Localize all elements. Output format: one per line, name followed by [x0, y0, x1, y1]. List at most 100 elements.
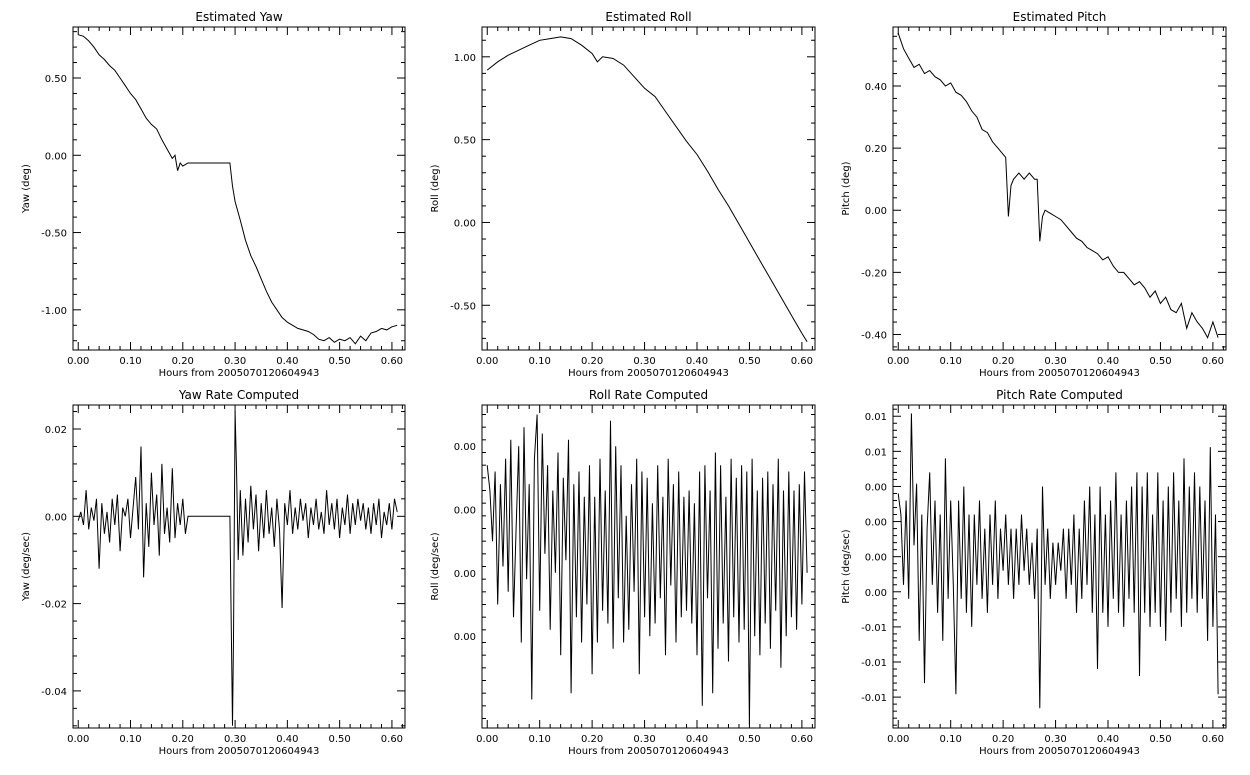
y-tick-label: 0.00: [454, 632, 476, 643]
chart-title: Yaw Rate Computed: [178, 388, 299, 402]
x-tick-label: 0.00: [67, 356, 89, 367]
plot-frame: [892, 26, 1227, 351]
y-tick-label: -0.04: [41, 687, 67, 698]
y-tick-label: 0.00: [865, 482, 887, 493]
chart-panel-6: Pitch Rate Computed 0.00 0.10 0.20 0.30 0.40 0…: [841, 388, 1227, 757]
y-tick-label: -0.01: [861, 658, 887, 669]
y-tick-label: 0.00: [865, 588, 887, 599]
x-axis-label: Hours from 2005070120604943: [159, 368, 320, 379]
y-tick-label: 0.00: [45, 151, 67, 162]
x-tick-label: 0.20: [992, 356, 1014, 367]
x-tick-label: 0.00: [887, 734, 909, 745]
series-line: [78, 34, 398, 345]
x-tick-label: 0.40: [1097, 734, 1119, 745]
plot-frame: [72, 26, 406, 351]
x-tick-label: 0.10: [529, 734, 551, 745]
x-tick-label: 0.40: [686, 356, 708, 367]
y-tick-label: 0.50: [454, 136, 476, 147]
y-tick-label: 0.40: [865, 82, 887, 93]
x-tick-label: 0.30: [1044, 734, 1066, 745]
x-tick-label: 0.20: [172, 734, 194, 745]
y-tick-label: 0.02: [45, 425, 67, 436]
series-line: [897, 33, 1219, 339]
y-tick-label: -0.02: [41, 600, 67, 611]
y-axis-label: Roll (deg): [430, 164, 441, 212]
x-tick-label: 0.40: [276, 734, 298, 745]
y-tick-label: 0.00: [865, 206, 887, 217]
x-tick-label: 0.50: [329, 734, 351, 745]
x-tick-label: 0.40: [1097, 356, 1119, 367]
chart-title: Pitch Rate Computed: [996, 388, 1123, 402]
y-tick-label: 0.00: [865, 553, 887, 564]
x-tick-label: 0.40: [276, 356, 298, 367]
y-axis-label: Yaw (deg): [21, 164, 32, 214]
x-axis-label: Hours from 2005070120604943: [979, 746, 1140, 757]
x-axis-label: Hours from 2005070120604943: [979, 368, 1140, 379]
y-tick-label: -0.20: [861, 268, 887, 279]
x-tick-label: 0.20: [581, 734, 603, 745]
chart-title: Estimated Roll: [605, 10, 691, 24]
y-tick-label: 0.00: [454, 218, 476, 229]
y-tick-label: 0.00: [865, 518, 887, 529]
series-line: [486, 36, 808, 342]
y-tick-label: 1.00: [454, 53, 476, 64]
chart-title: Estimated Pitch: [1013, 10, 1107, 24]
chart-panel-2: Estimated Roll 0.00 0.10 0.20 0.30 0.40 0.50 0.…: [430, 10, 816, 379]
x-tick-label: 0.50: [738, 734, 760, 745]
x-axis-label: Hours from 2005070120604943: [568, 746, 729, 757]
x-tick-label: 0.40: [686, 734, 708, 745]
x-tick-label: 0.10: [940, 356, 962, 367]
x-tick-label: 0.20: [172, 356, 194, 367]
plot-frame: [481, 26, 816, 351]
x-tick-label: 0.50: [1149, 356, 1171, 367]
y-tick-label: -1.00: [41, 306, 67, 317]
x-tick-label: 0.00: [476, 356, 498, 367]
chart-panel-5: Roll Rate Computed 0.00 0.10 0.20 0.30 0.40 0.…: [430, 388, 816, 757]
y-tick-label: -0.01: [861, 623, 887, 634]
x-tick-label: 0.10: [940, 734, 962, 745]
plot-frame: [892, 404, 1227, 729]
y-axis-label: Pitch (deg/sec): [841, 529, 852, 604]
x-tick-label: 0.30: [224, 734, 246, 745]
y-tick-label: 0.20: [865, 144, 887, 155]
x-tick-label: 0.10: [119, 734, 141, 745]
x-tick-label: 0.60: [381, 356, 403, 367]
y-tick-label: -0.50: [41, 229, 67, 240]
x-tick-label: 0.20: [581, 356, 603, 367]
x-tick-label: 0.30: [633, 734, 655, 745]
x-tick-label: 0.30: [1044, 356, 1066, 367]
chart-panel-4: Yaw Rate Computed 0.00 0.10 0.20 0.30 0.40 0.5…: [21, 388, 406, 757]
y-tick-label: 0.50: [45, 74, 67, 85]
y-tick-label: 0.00: [454, 569, 476, 580]
series-line: [77, 411, 398, 726]
y-tick-label: 0.01: [865, 447, 887, 458]
x-tick-label: 0.60: [381, 734, 403, 745]
x-tick-label: 0.60: [1202, 356, 1224, 367]
chart-title: Estimated Yaw: [195, 10, 282, 24]
x-tick-label: 0.00: [887, 356, 909, 367]
series-line: [486, 414, 808, 725]
y-tick-label: 0.00: [454, 442, 476, 453]
plot-frame: [72, 404, 406, 729]
y-axis-label: Yaw (deg/sec): [21, 532, 32, 602]
x-axis-label: Hours from 2005070120604943: [568, 368, 729, 379]
chart-title: Roll Rate Computed: [589, 388, 708, 402]
y-tick-label: 0.01: [865, 412, 887, 423]
x-tick-label: 0.30: [633, 356, 655, 367]
y-tick-label: -0.50: [450, 301, 476, 312]
y-tick-label: 0.00: [454, 506, 476, 517]
series-line: [897, 413, 1219, 709]
x-tick-label: 0.10: [119, 356, 141, 367]
x-tick-label: 0.20: [992, 734, 1014, 745]
y-tick-label: -0.40: [861, 330, 887, 341]
y-axis-label: Roll (deg/sec): [430, 532, 441, 600]
y-tick-label: 0.00: [45, 512, 67, 523]
x-tick-label: 0.60: [791, 734, 813, 745]
x-tick-label: 0.50: [329, 356, 351, 367]
x-tick-label: 0.50: [738, 356, 760, 367]
x-tick-label: 0.50: [1149, 734, 1171, 745]
x-tick-label: 0.00: [67, 734, 89, 745]
x-tick-label: 0.60: [1202, 734, 1224, 745]
